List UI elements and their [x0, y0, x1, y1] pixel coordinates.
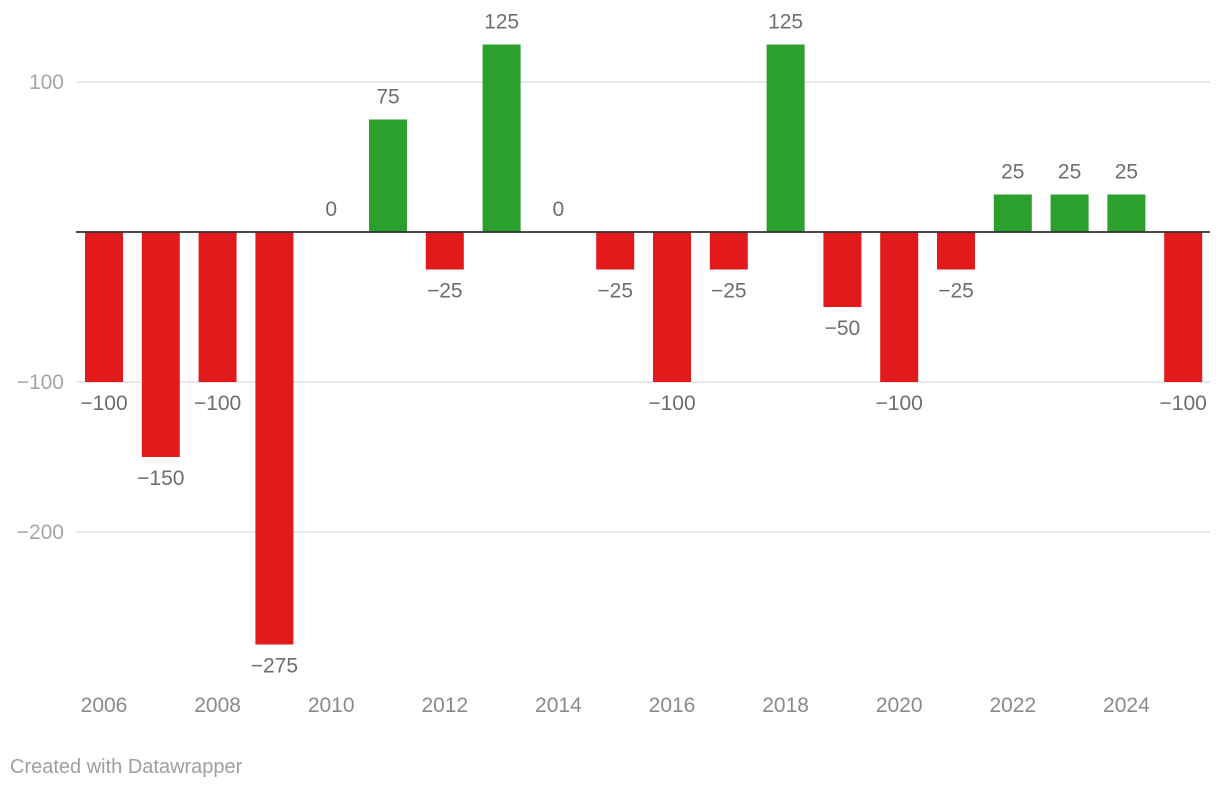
data-label: −275 [251, 655, 298, 678]
x-tick-label: 2016 [649, 694, 696, 717]
data-label: −100 [80, 392, 127, 415]
bar-2015 [596, 232, 635, 270]
data-label: −100 [194, 392, 241, 415]
x-tick-label: 2012 [421, 694, 468, 717]
x-tick-label: 2014 [535, 694, 582, 717]
x-tick-label: 2010 [308, 694, 355, 717]
data-label: −25 [427, 280, 463, 303]
data-label: 0 [553, 198, 565, 221]
bar-2013 [482, 44, 521, 232]
bar-2025 [1164, 232, 1203, 382]
data-label: −100 [648, 392, 695, 415]
bar-2006 [85, 232, 123, 382]
bar-layer [85, 44, 1203, 645]
data-label: −50 [825, 317, 861, 340]
bar-2020 [880, 232, 919, 382]
x-tick-label: 2018 [762, 694, 809, 717]
data-label: 25 [1115, 161, 1138, 184]
bar-2024 [1107, 194, 1146, 232]
bar-2017 [709, 232, 748, 270]
bar-2008 [198, 232, 237, 382]
bar-2016 [653, 232, 691, 382]
grid-layer [76, 81, 1210, 533]
bar-2018 [766, 44, 805, 232]
bar-2021 [937, 232, 975, 270]
data-label: −100 [876, 392, 923, 415]
credit-text: Created with Datawrapper [10, 756, 243, 778]
data-label: −100 [1160, 392, 1207, 415]
data-label: 25 [1001, 161, 1024, 184]
data-label: 125 [768, 11, 803, 34]
x-tick-label: 2024 [1103, 694, 1150, 717]
x-tick-label: 2008 [194, 694, 241, 717]
bar-2009 [255, 232, 294, 645]
data-label: −25 [711, 280, 747, 303]
x-tick-label: 2006 [81, 694, 128, 717]
x-tick-label: 2022 [989, 694, 1036, 717]
axis-layer: 100 −100 −200 2006 2008 2010 2012 2014 2016 2018 2… [17, 71, 1210, 717]
data-label: −25 [597, 280, 633, 303]
bar-2023 [1050, 194, 1089, 232]
data-label: 0 [325, 198, 337, 221]
data-label: −25 [938, 280, 974, 303]
label-layer: −100 −150 −100 −275 0 75 −25 125 0 −25 −100 −25 125 −… [80, 11, 1207, 678]
y-tick-label: −200 [17, 521, 64, 544]
bar-2012 [425, 232, 464, 270]
y-tick-label: −100 [17, 371, 64, 394]
bar-2022 [993, 194, 1032, 232]
bar-2019 [823, 232, 862, 307]
y-tick-label: 100 [29, 71, 64, 94]
bar-2011 [369, 119, 407, 232]
data-label: 75 [376, 86, 399, 109]
data-label: 125 [484, 11, 519, 34]
bar-2007 [141, 232, 180, 457]
bar-chart: −100 −150 −100 −275 0 75 −25 125 0 −25 −100 −25 125 −… [17, 11, 1210, 717]
data-label: 25 [1058, 161, 1081, 184]
x-tick-label: 2020 [876, 694, 923, 717]
data-label: −150 [137, 467, 184, 490]
